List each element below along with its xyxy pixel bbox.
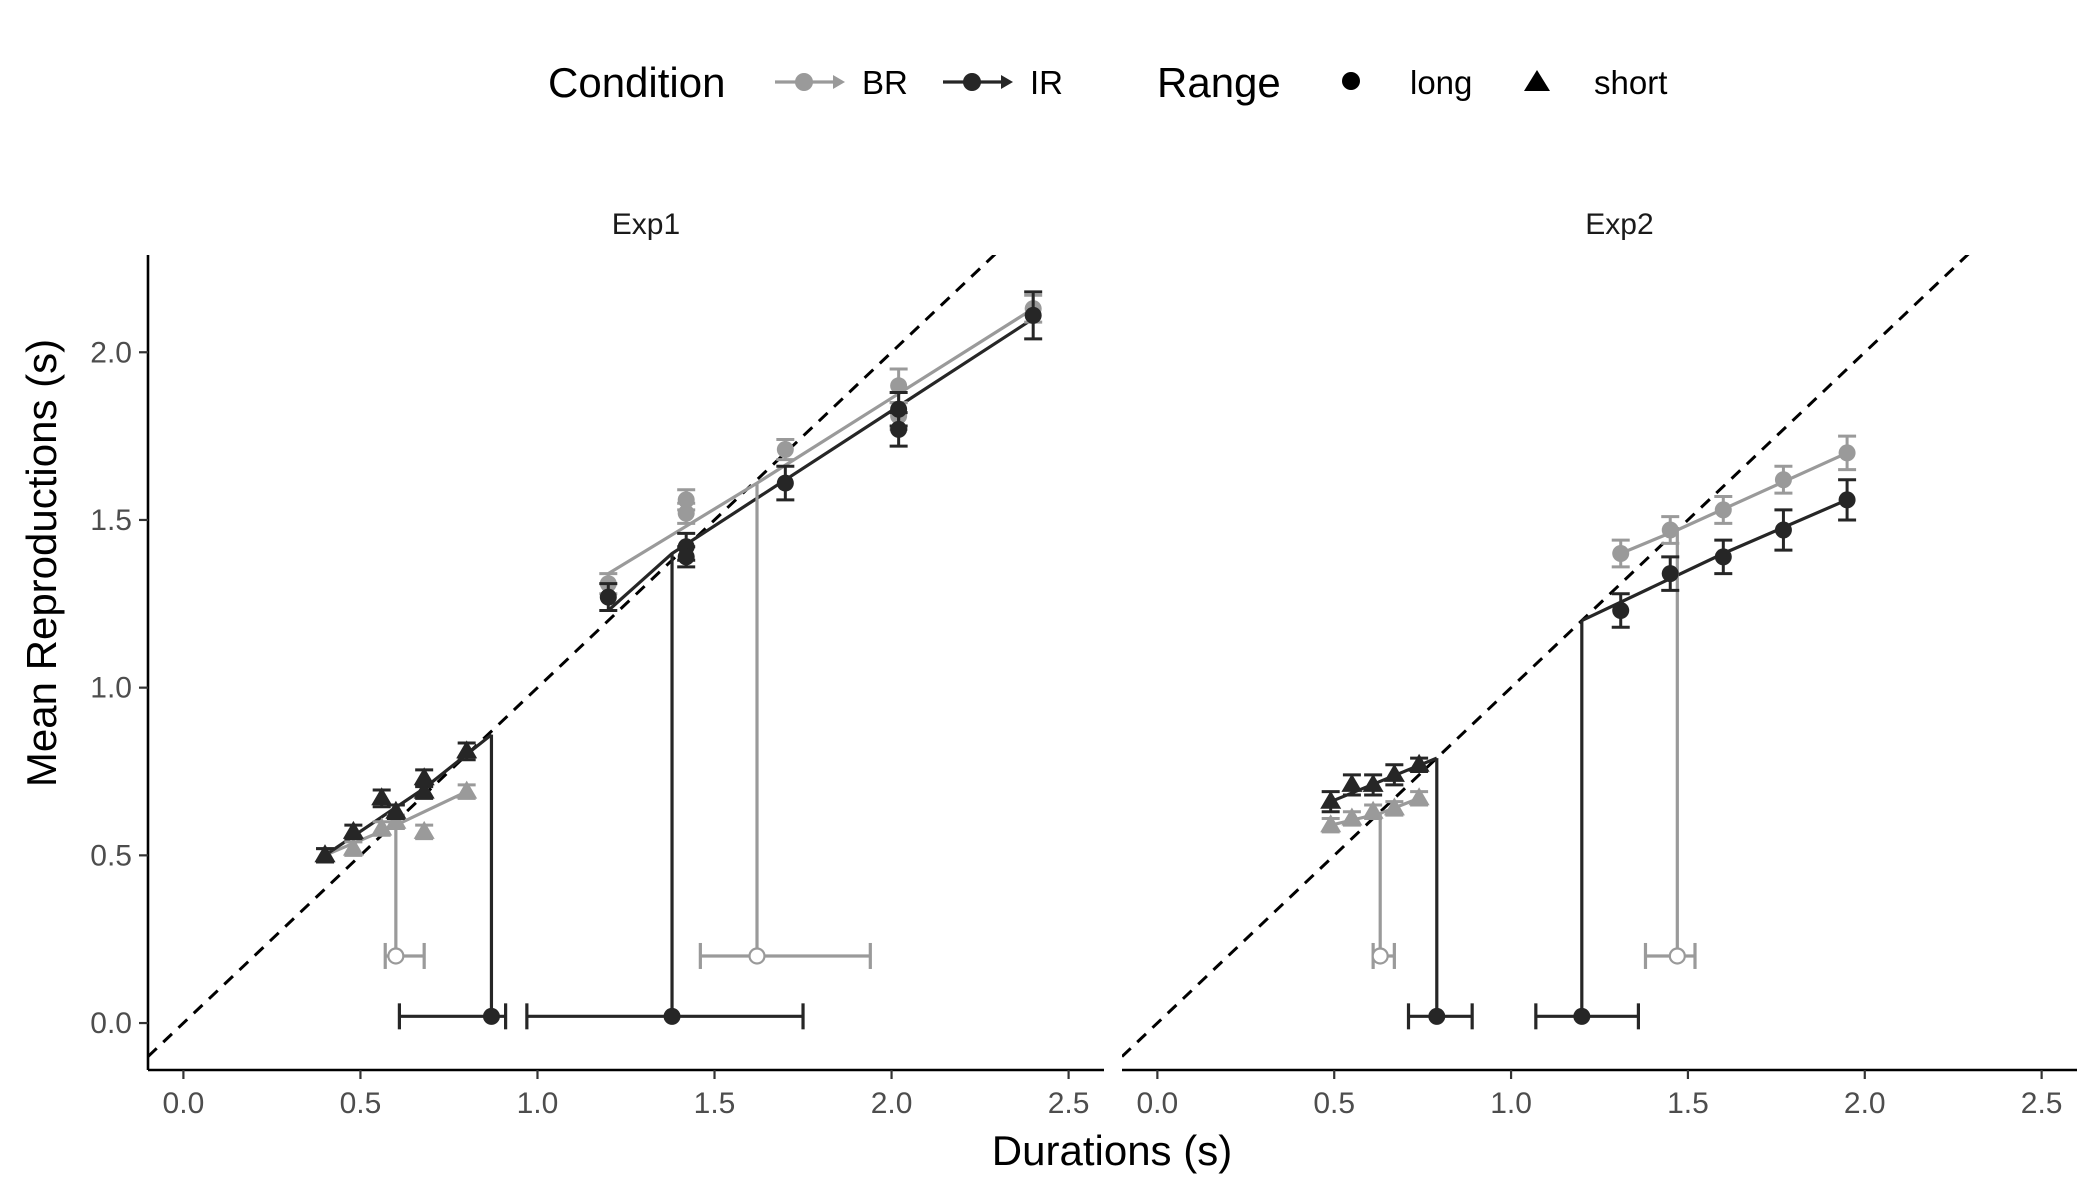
- fit-line-br-long: [1620, 451, 1848, 555]
- data-point-br-long: [1612, 544, 1630, 562]
- data-point-ir-short: [1383, 763, 1405, 782]
- data-point-br-long: [677, 504, 695, 522]
- data-point-br-long: [776, 441, 794, 459]
- legend-ir-label: IR: [1030, 64, 1063, 101]
- x-tick-label: 0.5: [1313, 1087, 1355, 1120]
- data-point-ir-long: [776, 474, 794, 492]
- data-point-br-long: [1774, 471, 1792, 489]
- data-point-br-short: [342, 837, 364, 856]
- fit-line-br-long: [607, 307, 1035, 575]
- legend: Condition BR IR Range long short: [548, 59, 1667, 106]
- identity-line: [148, 255, 997, 1058]
- x-tick-label: 1.5: [694, 1087, 736, 1120]
- data-point-ir-short: [1362, 773, 1384, 792]
- panel-exp2: Exp2 0.0 0.5 1.0 1.5 2.0 2.5: [1122, 208, 2077, 1120]
- data-point-ir-long: [1774, 521, 1792, 539]
- legend-long-label: long: [1410, 64, 1472, 101]
- pse-point-ir: [1428, 1007, 1446, 1025]
- data-point-br-long: [1661, 521, 1679, 539]
- plot-area: [1122, 255, 1970, 1058]
- x-tick-label: 0.0: [163, 1087, 205, 1120]
- pse-point-ir: [482, 1007, 500, 1025]
- panel-title: Exp1: [612, 208, 680, 241]
- y-tick-label: 0.0: [90, 1007, 132, 1040]
- x-tick-label: 1.0: [517, 1087, 559, 1120]
- y-tick-label: 1.5: [90, 504, 132, 537]
- data-point-ir-short: [385, 800, 407, 819]
- pse-point-br: [387, 947, 405, 965]
- data-point-ir-long: [1612, 602, 1630, 620]
- data-point-br-long: [890, 377, 908, 395]
- y-axis-title: Mean Reproductions (s): [18, 339, 65, 787]
- legend-condition-title: Condition: [548, 59, 725, 106]
- data-point-ir-long: [1714, 548, 1732, 566]
- legend-br-key: [775, 73, 845, 91]
- x-tick-label: 0.5: [340, 1087, 382, 1120]
- data-point-ir-short: [1320, 790, 1342, 809]
- legend-long-key: [1342, 72, 1360, 90]
- pse-point-ir: [663, 1007, 681, 1025]
- data-point-ir-long: [677, 548, 695, 566]
- x-tick-label: 2.0: [871, 1087, 913, 1120]
- plot-area: [148, 255, 1043, 1058]
- data-point-ir-short: [413, 767, 435, 786]
- data-point-ir-short: [342, 820, 364, 839]
- data-point-br-short: [1408, 787, 1430, 806]
- data-point-ir-short: [1408, 753, 1430, 772]
- legend-ir-key: [943, 73, 1013, 91]
- data-point-ir-long: [890, 420, 908, 438]
- data-point-ir-short: [456, 740, 478, 759]
- x-tick-label: 0.0: [1137, 1087, 1179, 1120]
- x-tick-label: 2.5: [2021, 1087, 2063, 1120]
- legend-br-label: BR: [862, 64, 908, 101]
- pse-point-br: [1371, 947, 1389, 965]
- x-tick-label: 2.0: [1844, 1087, 1886, 1120]
- identity-line: [1122, 255, 1970, 1058]
- pse-point-br: [748, 947, 766, 965]
- data-point-ir-long: [1661, 565, 1679, 583]
- panel-exp1: Exp1 0.0 0.5 1.0 1.5 2.0 0.0 0.5 1.0 1.5 2.0 2.5: [90, 208, 1104, 1120]
- data-point-ir-short: [371, 787, 393, 806]
- data-point-br-short: [1383, 797, 1405, 816]
- data-point-ir-short: [1341, 773, 1363, 792]
- data-point-br-short: [413, 820, 435, 839]
- data-point-ir-short: [413, 780, 435, 799]
- x-axis-title: Durations (s): [992, 1127, 1232, 1174]
- data-point-br-long: [1838, 444, 1856, 462]
- data-point-br-short: [1320, 814, 1342, 833]
- pse-point-ir: [1573, 1007, 1591, 1025]
- data-point-ir-short: [314, 844, 336, 863]
- y-tick-label: 2.0: [90, 336, 132, 369]
- x-tick-label: 1.5: [1667, 1087, 1709, 1120]
- y-tick-label: 1.0: [90, 672, 132, 705]
- pse-point-br: [1668, 947, 1686, 965]
- data-point-ir-long: [1838, 491, 1856, 509]
- y-tick-label: 0.5: [90, 839, 132, 872]
- data-point-br-long: [1714, 501, 1732, 519]
- data-point-br-short: [1362, 800, 1384, 819]
- x-tick-label: 1.0: [1490, 1087, 1532, 1120]
- data-point-ir-long: [1024, 306, 1042, 324]
- data-point-br-short: [371, 817, 393, 836]
- data-point-br-short: [1341, 807, 1363, 826]
- legend-short-label: short: [1594, 64, 1667, 101]
- x-tick-label: 2.5: [1048, 1087, 1090, 1120]
- legend-range-title: Range: [1157, 59, 1281, 106]
- data-point-br-short: [456, 780, 478, 799]
- legend-short-key: [1524, 70, 1550, 91]
- data-point-ir-long: [599, 588, 617, 606]
- panel-title: Exp2: [1585, 208, 1653, 241]
